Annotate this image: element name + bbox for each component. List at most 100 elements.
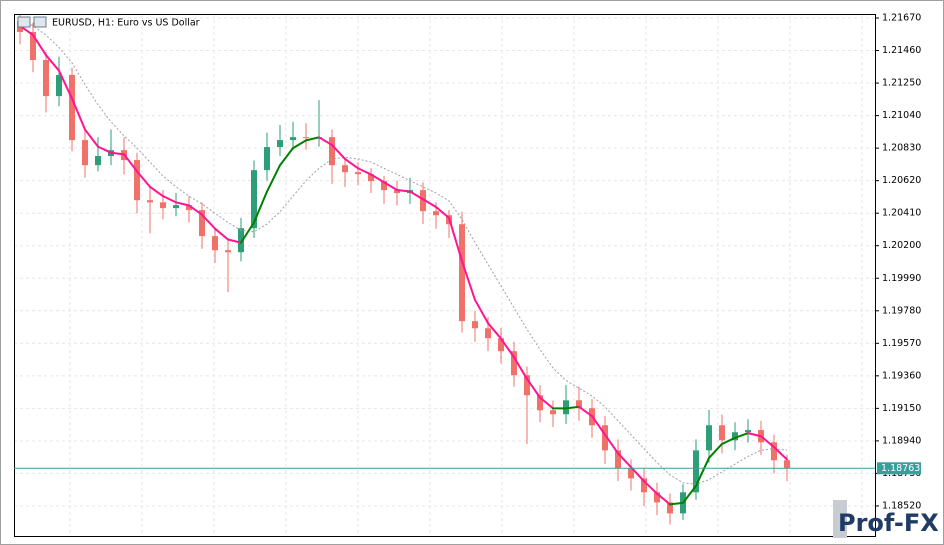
candle-body: [342, 165, 348, 173]
fast-ma-segment: [253, 190, 268, 224]
fast-ma-segment: [318, 136, 333, 147]
candle-body: [160, 202, 166, 209]
candle-body: [784, 460, 790, 469]
candle-body: [147, 200, 153, 203]
candle-body: [485, 328, 491, 339]
candle-body: [472, 321, 478, 329]
fast-ma-segment: [708, 442, 723, 459]
y-tick-label: 1.20830: [882, 143, 921, 154]
fast-ma-segment: [474, 298, 489, 325]
y-tick-label: 1.19150: [882, 403, 921, 414]
fast-ma-segment: [643, 480, 658, 495]
icon: [17, 16, 31, 28]
slow-ma-line: [19, 19, 788, 485]
candle-body: [745, 430, 751, 433]
candle-body: [641, 478, 647, 493]
fast-ma-segment: [669, 501, 684, 506]
fast-ma-segment: [513, 356, 528, 380]
fast-ma-segment: [500, 337, 515, 359]
candle-body: [95, 156, 101, 166]
chart-title: EURUSD, H1: Euro vs US Dollar: [52, 18, 200, 29]
fast-ma-segment: [435, 206, 450, 219]
candle-body: [329, 137, 335, 166]
fast-ma-segment: [487, 322, 502, 340]
fast-ma-segment: [71, 97, 86, 131]
candle-body: [212, 236, 218, 251]
y-tick-label: 1.21250: [882, 78, 921, 89]
fast-ma-segment: [721, 436, 736, 445]
fast-ma-segment: [773, 446, 788, 461]
fast-ma-segment: [162, 195, 177, 204]
fast-ma-segment: [747, 432, 762, 438]
fast-ma-segment: [214, 227, 229, 241]
candle-body: [615, 450, 621, 469]
candle-body: [199, 210, 205, 237]
price-label: 1.18763: [881, 463, 920, 474]
candle-body: [771, 442, 777, 461]
candle-body: [394, 190, 400, 194]
candle-body: [433, 211, 439, 216]
plot-border: [14, 14, 876, 537]
fast-ma-segment: [409, 190, 424, 201]
candle-body: [277, 140, 283, 148]
candle-body: [719, 425, 725, 441]
candle-body: [264, 147, 270, 171]
candle-body: [238, 228, 244, 253]
candle-body: [56, 75, 62, 97]
candle-body: [30, 31, 36, 61]
fast-ma-segment: [539, 396, 554, 410]
fast-ma-segment: [331, 144, 346, 160]
fast-ma-segment: [370, 173, 385, 184]
fast-ma-segment: [617, 452, 632, 469]
candle-body: [602, 425, 608, 451]
candle-body: [732, 432, 738, 441]
fast-ma-segment: [461, 260, 476, 301]
candle-body: [524, 375, 530, 396]
fast-ma-segment: [279, 147, 294, 167]
y-tick-label: 1.19360: [882, 370, 921, 381]
candle-body: [355, 172, 361, 175]
fast-ma-segment: [630, 466, 645, 483]
fast-ma-segment: [383, 181, 398, 191]
candle-body: [186, 205, 192, 211]
y-tick-label: 1.19990: [882, 273, 921, 284]
fast-ma-segment: [149, 185, 164, 198]
candle-body: [381, 181, 387, 191]
fast-ma-segment: [32, 34, 47, 57]
candle-body: [69, 75, 75, 141]
fast-ma-segment: [734, 432, 749, 439]
candle-body: [511, 351, 517, 376]
y-tick-label: 1.21460: [882, 45, 921, 56]
fast-ma-segment: [175, 201, 190, 207]
fast-ma-segment: [344, 157, 359, 170]
fast-ma-segment: [266, 164, 281, 193]
fast-ma-segment: [305, 136, 320, 142]
fast-ma-segment: [526, 377, 541, 399]
candle-body: [173, 205, 179, 209]
fast-ma-segment: [97, 145, 112, 154]
fast-ma-segment: [188, 204, 203, 216]
fast-ma-segment: [578, 405, 593, 418]
fast-ma-segment: [123, 153, 138, 173]
y-tick-label: 1.20410: [882, 208, 921, 219]
candle-body: [550, 410, 556, 415]
fast-ma-segment: [357, 167, 372, 176]
candle-body: [563, 400, 569, 415]
candle-body: [706, 425, 712, 451]
fast-ma-segment: [84, 128, 99, 148]
y-tick-label: 1.20200: [882, 240, 921, 251]
fast-ma-segment: [695, 456, 710, 487]
candle-body: [82, 140, 88, 166]
fast-ma-segment: [760, 435, 775, 449]
fast-ma-segment: [201, 213, 216, 230]
candle-body: [290, 137, 296, 141]
candle-body: [576, 400, 582, 409]
candle-body: [225, 250, 231, 253]
fast-ma-segment: [110, 151, 125, 156]
fast-ma-segment: [58, 69, 73, 100]
candle-body: [43, 60, 49, 97]
fast-ma-segment: [682, 484, 697, 504]
fast-ma-segment: [240, 221, 255, 244]
